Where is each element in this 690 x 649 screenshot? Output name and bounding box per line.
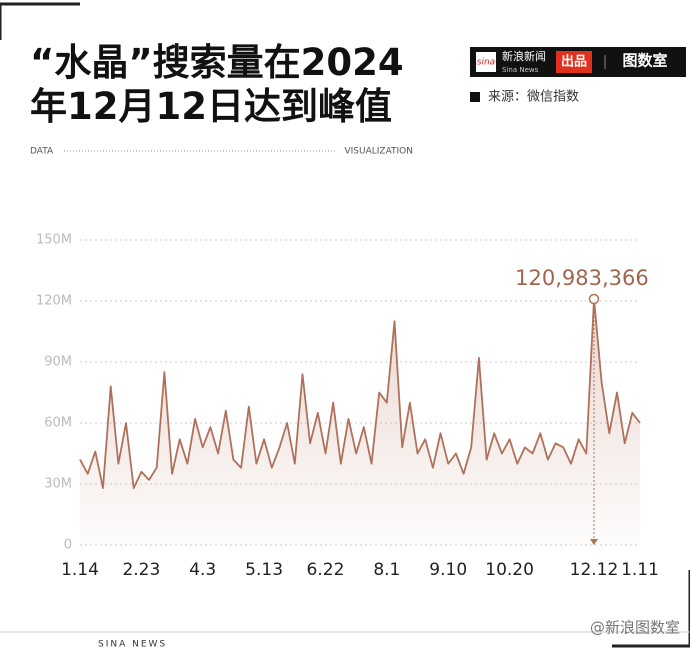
x-tick-label: 1.11 — [621, 560, 659, 580]
svg-text:sina: sina — [477, 58, 495, 68]
peak-label: 120,983,366 — [515, 266, 649, 290]
source: 来源：微信指数 — [488, 90, 579, 105]
x-tick-label: 6.22 — [307, 560, 345, 580]
y-tick-label: 30M — [44, 477, 72, 492]
line — [79, 298, 641, 489]
x-tick-label: 4.3 — [189, 560, 216, 580]
studio: 图数室 — [622, 52, 667, 70]
footer: SINA NEWS — [98, 640, 167, 649]
x-tick-label: 9.10 — [429, 560, 467, 580]
y-tick-label: 60M — [44, 416, 72, 431]
data-tag: DATA — [30, 147, 54, 157]
x-tick-label: 5.13 — [245, 560, 283, 580]
y-tick-label: 0 — [64, 538, 72, 553]
area — [80, 299, 640, 545]
chart-title: “水晶”搜索量在2024 年12月12日达到峰值 — [30, 41, 404, 128]
peak-marker — [588, 293, 600, 305]
y-tick-label: 120M — [36, 294, 72, 309]
vis-tag: VISUALIZATION — [344, 147, 413, 157]
logo-en: Sina News — [502, 66, 539, 74]
y-tick-label: 150M — [36, 233, 72, 248]
x-tick-label: 2.23 — [122, 560, 160, 580]
produced: 出品 — [561, 54, 587, 70]
logo-cn: 新浪新闻 — [502, 49, 546, 63]
x-tick-label: 1.14 — [61, 560, 99, 580]
x-tick-label: 10.20 — [485, 560, 534, 580]
x-tick-label: 8.1 — [373, 560, 400, 580]
peak-arrow — [589, 539, 598, 545]
watermark: @新浪图数室 — [590, 619, 680, 637]
x-tick-label: 12.12 — [570, 560, 619, 580]
y-tick-label: 90M — [44, 355, 72, 370]
